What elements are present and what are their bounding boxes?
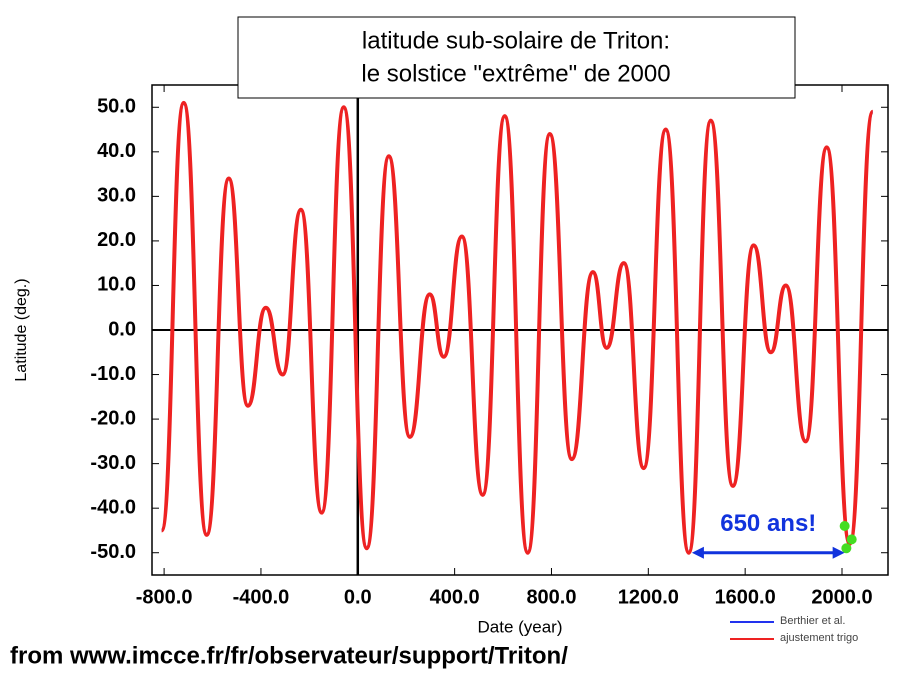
arrow-head: [832, 546, 845, 559]
x-tick-label: 1600.0: [715, 586, 776, 608]
arrow-head: [691, 546, 704, 559]
y-tick-label: 10.0: [97, 274, 136, 296]
x-tick-label: 0.0: [344, 586, 372, 608]
x-tick-label: 2000.0: [811, 586, 872, 608]
y-tick-label: -50.0: [90, 541, 136, 563]
y-tick-label: -10.0: [90, 363, 136, 385]
chart-title: le solstice "extrême" de 2000: [361, 60, 670, 87]
title-box: [237, 16, 796, 99]
x-tick-label: -400.0: [233, 586, 290, 608]
x-tick-label: 400.0: [430, 586, 480, 608]
y-tick-label: 20.0: [97, 229, 136, 251]
x-tick-label: 800.0: [526, 586, 576, 608]
legend-label: ajustement trigo: [780, 632, 858, 644]
y-tick-label: -40.0: [90, 496, 136, 518]
series-line: [159, 100, 875, 555]
y-tick-label: 40.0: [97, 140, 136, 162]
x-tick-label: 1200.0: [618, 586, 679, 608]
source-note: from www.imcce.fr/fr/observateur/support…: [10, 642, 568, 669]
y-axis-label: Latitude (deg.): [13, 278, 30, 381]
y-tick-label: 30.0: [97, 185, 136, 207]
highlight-point: [841, 543, 852, 554]
y-tick-label: 50.0: [97, 96, 136, 118]
y-tick-label: -30.0: [90, 452, 136, 474]
chart-title: latitude sub-solaire de Triton:: [362, 27, 670, 54]
x-tick-label: -800.0: [136, 586, 193, 608]
x-axis-label: Date (year): [477, 617, 562, 636]
y-tick-label: -20.0: [90, 407, 136, 429]
y-tick-label: 0.0: [108, 318, 136, 340]
legend-label: Berthier et al.: [780, 615, 845, 627]
highlight-point: [839, 521, 850, 531]
highlight-point: [846, 534, 857, 545]
annotation-text: 650 ans!: [720, 510, 816, 537]
